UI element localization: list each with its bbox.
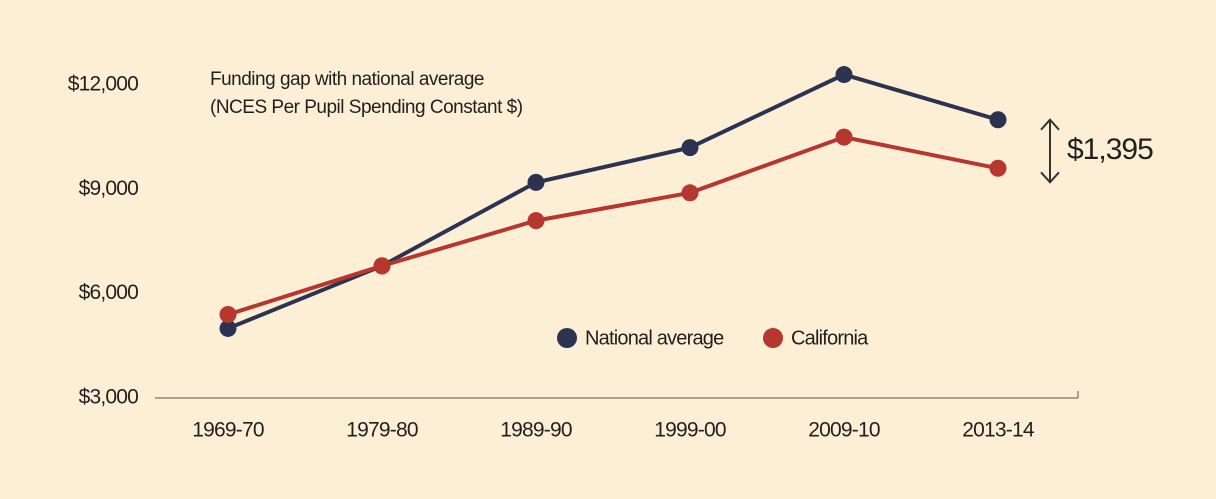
legend-swatch [763, 328, 783, 348]
y-tick-label: $12,000 [68, 73, 138, 96]
point [835, 66, 853, 84]
point [527, 173, 545, 191]
point [681, 139, 699, 157]
x-tick-label: 1999-00 [654, 419, 726, 442]
y-tick-label: $3,000 [79, 386, 139, 409]
point [219, 306, 237, 324]
point [989, 111, 1007, 129]
gap-arrow [1040, 118, 1060, 184]
point [219, 319, 237, 337]
chart-title: Funding gap with national average [210, 69, 484, 90]
point [373, 257, 391, 275]
x-tick-label: 1979-80 [346, 419, 418, 442]
x-tick-label: 2009-10 [808, 419, 880, 442]
x-tick-label: 1969-70 [192, 419, 264, 442]
x-tick-label: 2013-14 [962, 419, 1035, 442]
point [835, 128, 853, 146]
x-tick-label: 1989-90 [500, 419, 572, 442]
gap-annotation: $1,395 [1067, 133, 1153, 166]
chart-subtitle: (NCES Per Pupil Spending Constant $) [210, 97, 523, 118]
series-line [227, 135, 999, 317]
legend-swatch [557, 328, 577, 348]
series-line [227, 72, 999, 331]
point [681, 184, 699, 202]
legend-label: California [791, 327, 869, 349]
y-tick-label: $6,000 [79, 281, 139, 304]
y-tick-label: $9,000 [79, 177, 139, 200]
point [989, 159, 1007, 177]
legend-label: National average [585, 327, 724, 349]
point [527, 212, 545, 230]
